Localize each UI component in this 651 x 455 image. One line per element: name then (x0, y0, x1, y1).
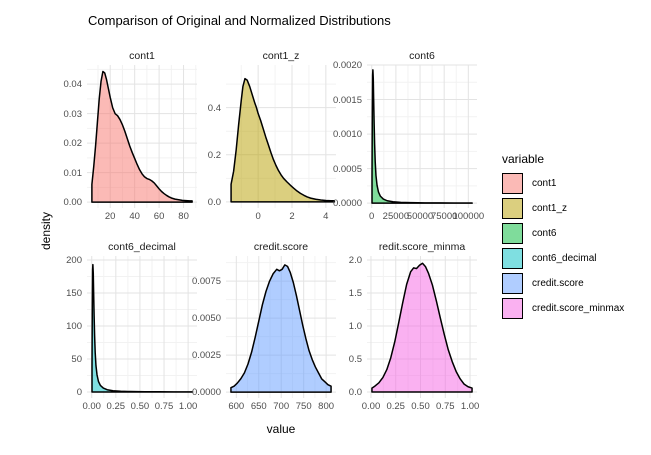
x-tick-label: 25000 (382, 211, 410, 222)
density-curve (371, 262, 473, 393)
x-tick-label: 750 (295, 401, 312, 412)
x-tick-label: 0 (369, 211, 375, 222)
x-tick-label: 40 (129, 211, 140, 222)
x-tick-label: 0.75 (154, 401, 174, 412)
density-curve (230, 77, 336, 203)
y-tick-label: 0.01 (63, 167, 83, 179)
legend-item-label: cont1 (532, 178, 557, 189)
y-tick-label: 0 (76, 387, 82, 399)
facet-title: credit.score (253, 241, 309, 253)
facet-title: redit.score_minma (378, 241, 466, 253)
y-tick-label: 0.0 (348, 387, 362, 399)
legend-swatch-cont1_z (502, 198, 523, 219)
x-tick-label: 0.50 (130, 401, 150, 412)
y-tick-label: 0.5 (348, 354, 362, 365)
x-tick-label: 0.00 (361, 401, 381, 412)
x-tick-label: 100000 (452, 211, 485, 222)
x-tick-label: 50000 (406, 211, 434, 222)
x-axis-title: value (266, 422, 296, 436)
y-tick-label: 0.4 (207, 102, 221, 114)
density-curve (371, 69, 473, 204)
y-tick-label: 0.0025 (191, 350, 221, 362)
legend-swatch-cont6_decimal (502, 248, 523, 269)
x-tick-label: 20 (104, 211, 116, 222)
legend-swatch-cont6 (502, 223, 523, 244)
y-tick-label: 150 (66, 288, 82, 299)
density-curve (91, 70, 193, 203)
facet-panel (87, 256, 197, 398)
x-tick-label: 600 (228, 401, 245, 412)
legend-swatch-credit.score_minmax (502, 298, 523, 319)
x-tick-label: 4 (323, 211, 329, 222)
y-tick-label: 0.04 (63, 79, 83, 91)
y-tick-label: 0.0015 (332, 94, 362, 106)
x-tick-label: 2 (289, 211, 295, 222)
legend-item-label: cont6_decimal (532, 253, 597, 264)
facet-panel (87, 65, 197, 208)
facet-title: cont6_decimal (108, 241, 176, 253)
y-tick-label: 0.0005 (332, 163, 362, 175)
y-axis-title: density (39, 211, 53, 251)
y-tick-label: 0.0050 (191, 313, 221, 325)
density-curve (230, 264, 332, 393)
y-tick-label: 0.0 (207, 196, 221, 208)
facet-title: cont6 (409, 50, 435, 62)
plot-title: Comparison of Original and Normalized Di… (88, 13, 391, 28)
x-tick-label: 700 (273, 401, 290, 412)
legend-swatch-cont1 (502, 173, 523, 194)
y-tick-label: 0.0000 (332, 198, 362, 210)
y-tick-label: 0.0010 (332, 129, 362, 141)
x-tick-label: 800 (318, 401, 335, 412)
legend-swatch-credit.score (502, 273, 523, 294)
y-tick-label: 2.0 (348, 255, 362, 266)
x-tick-label: 0 (255, 211, 261, 222)
facet-title: cont1_z (262, 50, 300, 62)
y-tick-label: 100 (66, 321, 82, 332)
facet-panel (367, 64, 477, 208)
y-tick-label: 1.5 (348, 288, 362, 299)
legend-item-label: cont1_z (532, 203, 568, 214)
y-tick-label: 0.0075 (191, 276, 221, 288)
facet-title: cont1 (129, 50, 155, 62)
y-tick-label: 0.0020 (332, 60, 362, 71)
legend-item-label: credit.score_minmax (532, 303, 625, 314)
facet-panel (367, 256, 477, 398)
y-tick-label: 0.0000 (191, 387, 221, 399)
facet-panel (226, 256, 336, 398)
x-tick-label: 1.00 (178, 401, 198, 412)
y-tick-label: 200 (66, 255, 82, 266)
legend-item-label: cont6 (532, 228, 557, 239)
facet-panel (226, 65, 336, 208)
x-tick-label: 1.00 (460, 401, 480, 412)
y-tick-label: 1.0 (348, 321, 362, 332)
y-tick-label: 0.2 (207, 149, 221, 161)
legend-item-label: credit.score (532, 278, 584, 289)
y-tick-label: 0.00 (63, 197, 83, 209)
x-tick-label: 0.25 (106, 401, 126, 412)
x-tick-label: 80 (178, 211, 189, 222)
x-tick-label: 650 (250, 401, 267, 412)
x-tick-label: 0.00 (82, 401, 101, 412)
y-tick-label: 0.02 (63, 138, 83, 150)
y-tick-label: 50 (71, 354, 82, 365)
x-tick-label: 0.50 (411, 401, 430, 412)
x-tick-label: 60 (153, 211, 165, 222)
x-tick-label: 0.75 (436, 401, 455, 412)
y-tick-label: 0.03 (63, 108, 83, 120)
density-curve (91, 263, 193, 393)
x-tick-label: 0.25 (386, 401, 405, 412)
legend-title: variable (502, 152, 545, 166)
x-tick-label: 75000 (430, 211, 458, 222)
